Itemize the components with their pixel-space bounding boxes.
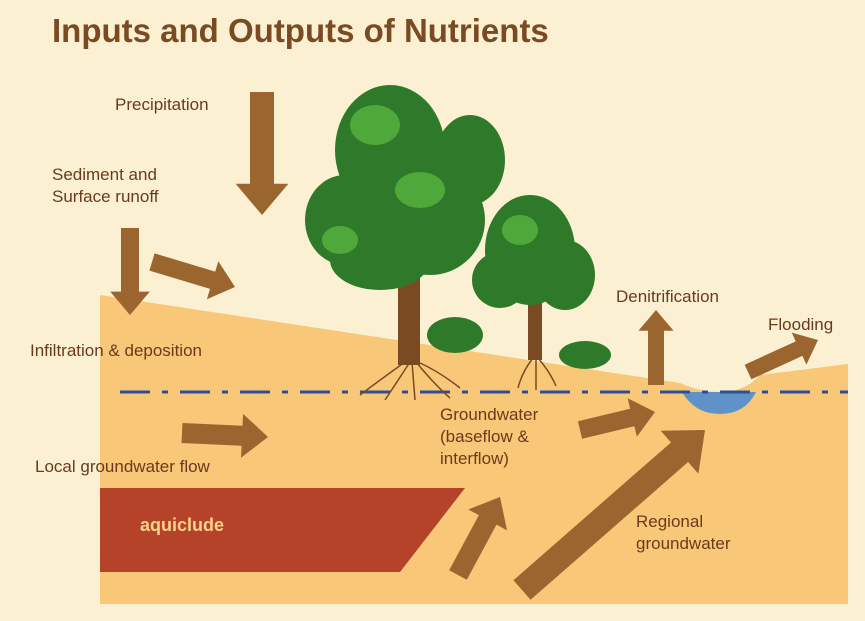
label: aquiclude <box>140 515 224 535</box>
label: Flooding <box>768 315 833 334</box>
label: interflow) <box>440 449 509 468</box>
label: Regional <box>636 512 703 531</box>
trunk <box>528 300 542 360</box>
label: Denitrification <box>616 287 719 306</box>
label: Infiltration & deposition <box>30 341 202 360</box>
label: groundwater <box>636 534 731 553</box>
label: Sediment and <box>52 165 157 184</box>
label: Groundwater <box>440 405 539 424</box>
label: Local groundwater flow <box>35 457 211 476</box>
label: Surface runoff <box>52 187 159 206</box>
label: Precipitation <box>115 95 209 114</box>
label: (baseflow & <box>440 427 529 446</box>
title: Inputs and Outputs of Nutrients <box>52 12 549 49</box>
diagram: Inputs and Outputs of Nutrients Precipit… <box>0 0 865 621</box>
